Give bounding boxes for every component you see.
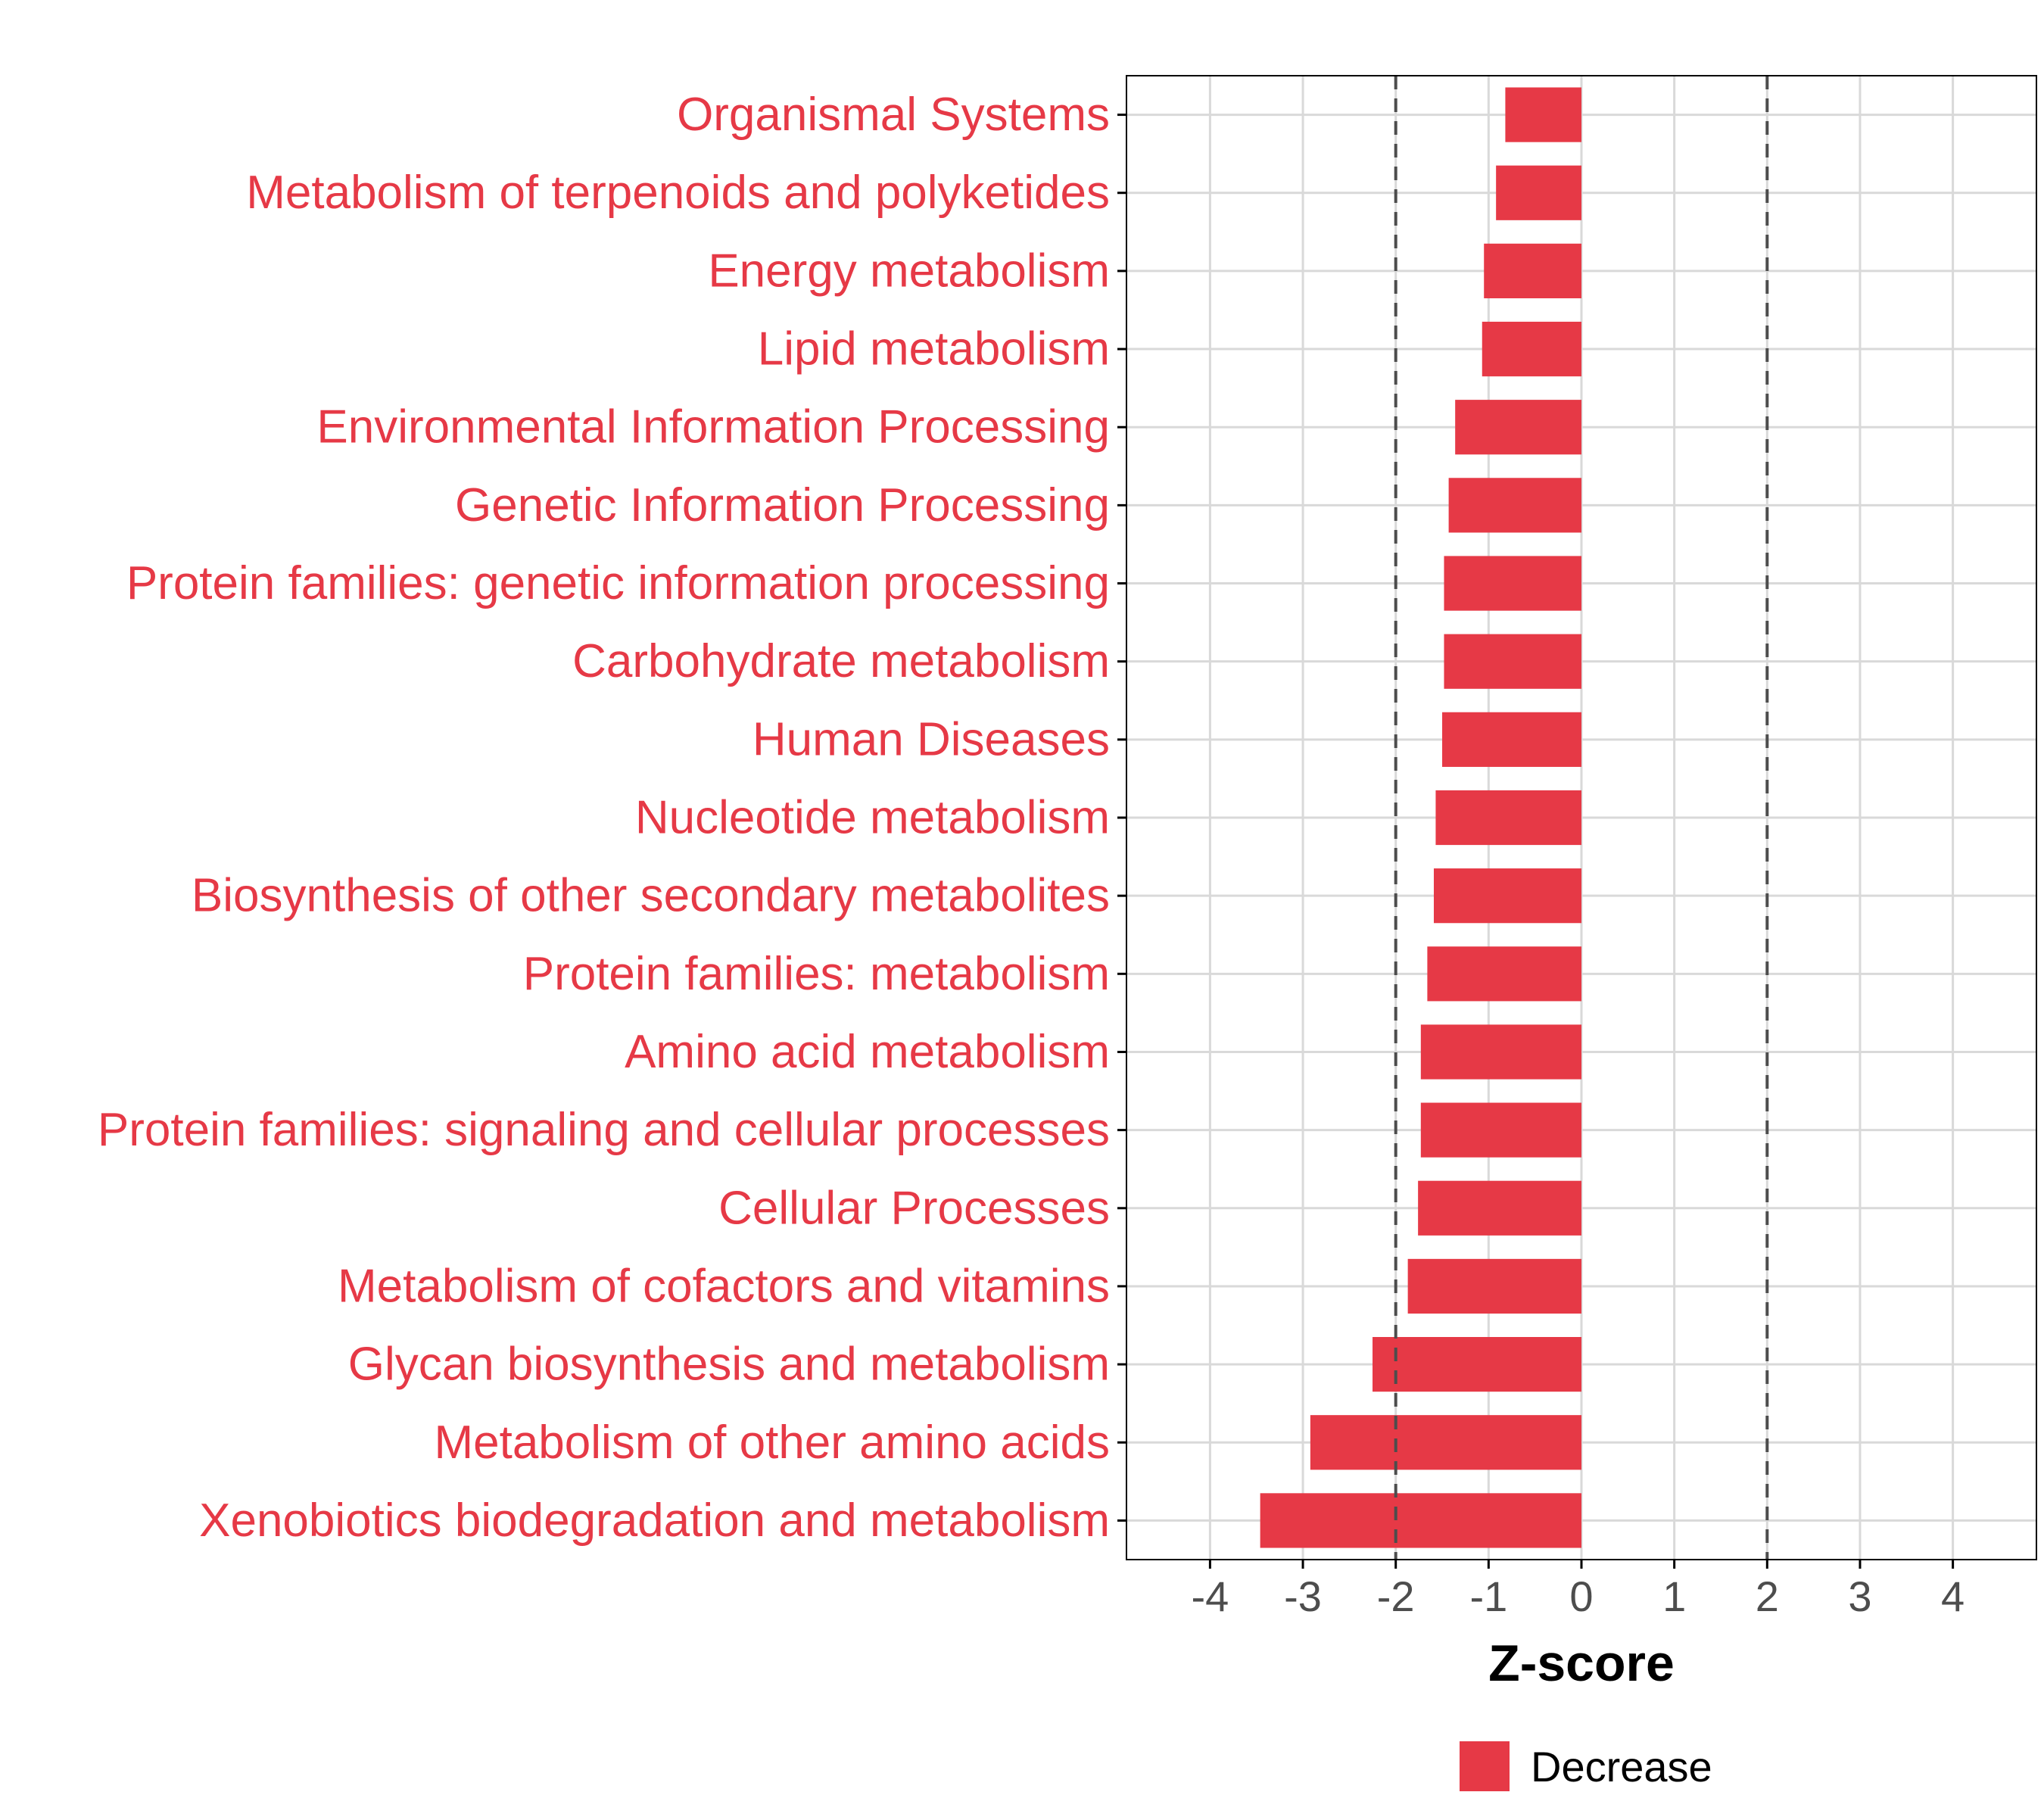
x-tick-label-8: 4 <box>1941 1572 1965 1620</box>
category-label-7: Carbohydrate metabolism <box>572 635 1110 687</box>
category-label-13: Protein families: signaling and cellular… <box>98 1104 1110 1156</box>
category-label-12: Amino acid metabolism <box>625 1026 1110 1078</box>
category-label-18: Xenobiotics biodegradation and metabolis… <box>199 1494 1110 1547</box>
x-axis-title: Z-score <box>1488 1635 1675 1692</box>
bars <box>1260 87 1581 1548</box>
bar-11 <box>1427 946 1581 1002</box>
bar-14 <box>1418 1180 1581 1236</box>
bar-17 <box>1310 1415 1581 1470</box>
x-tick-label-7: 3 <box>1848 1572 1871 1620</box>
category-label-4: Environmental Information Processing <box>316 401 1110 453</box>
bar-10 <box>1433 868 1581 924</box>
bar-9 <box>1435 790 1581 846</box>
bar-0 <box>1505 87 1581 142</box>
bar-16 <box>1373 1337 1581 1392</box>
legend: Decrease <box>1460 1741 1712 1791</box>
x-tick-label-2: -2 <box>1377 1572 1415 1620</box>
x-tick-label-6: 2 <box>1756 1572 1779 1620</box>
bar-15 <box>1407 1258 1581 1314</box>
category-label-5: Genetic Information Processing <box>455 479 1110 531</box>
category-label-14: Cellular Processes <box>718 1182 1110 1234</box>
category-label-8: Human Diseases <box>752 713 1110 765</box>
bar-12 <box>1420 1024 1581 1080</box>
bar-1 <box>1496 165 1581 220</box>
category-label-9: Nucleotide metabolism <box>635 792 1110 844</box>
category-label-11: Protein families: metabolism <box>523 948 1110 1000</box>
category-label-0: Organismal Systems <box>677 89 1110 141</box>
category-label-10: Biosynthesis of other secondary metaboli… <box>192 870 1110 922</box>
bar-5 <box>1448 478 1581 533</box>
x-tick-label-0: -4 <box>1191 1572 1229 1620</box>
category-label-1: Metabolism of terpenoids and polyketides <box>246 167 1110 219</box>
category-label-2: Energy metabolism <box>708 245 1110 297</box>
category-label-6: Protein families: genetic information pr… <box>126 557 1110 609</box>
x-axis-ticks <box>1208 1560 1955 1569</box>
bar-8 <box>1442 712 1581 767</box>
x-tick-label-3: -1 <box>1469 1572 1507 1620</box>
bar-18 <box>1260 1493 1581 1548</box>
legend-label-decrease: Decrease <box>1531 1743 1712 1791</box>
x-tick-label-5: 1 <box>1662 1572 1686 1620</box>
bar-7 <box>1444 634 1581 689</box>
bar-3 <box>1482 321 1581 377</box>
y-axis-ticks <box>1117 114 1126 1522</box>
bar-2 <box>1484 243 1581 298</box>
x-tick-labels: -4 -3 -2 -1 0 1 2 3 4 <box>1191 1572 1965 1620</box>
bar-4 <box>1455 400 1581 455</box>
x-tick-label-4: 0 <box>1569 1572 1593 1620</box>
category-label-3: Lipid metabolism <box>758 323 1110 376</box>
bar-6 <box>1444 556 1581 611</box>
threshold-lines <box>1394 76 1769 1560</box>
x-tick-label-1: -3 <box>1284 1572 1322 1620</box>
category-label-17: Metabolism of other amino acids <box>434 1417 1110 1469</box>
category-labels: Organismal Systems Metabolism of terpenoi… <box>98 89 1110 1547</box>
category-label-15: Metabolism of cofactors and vitamins <box>338 1260 1110 1312</box>
bar-13 <box>1420 1102 1581 1158</box>
category-label-16: Glycan biosynthesis and metabolism <box>348 1339 1110 1391</box>
legend-key-decrease <box>1460 1741 1510 1791</box>
